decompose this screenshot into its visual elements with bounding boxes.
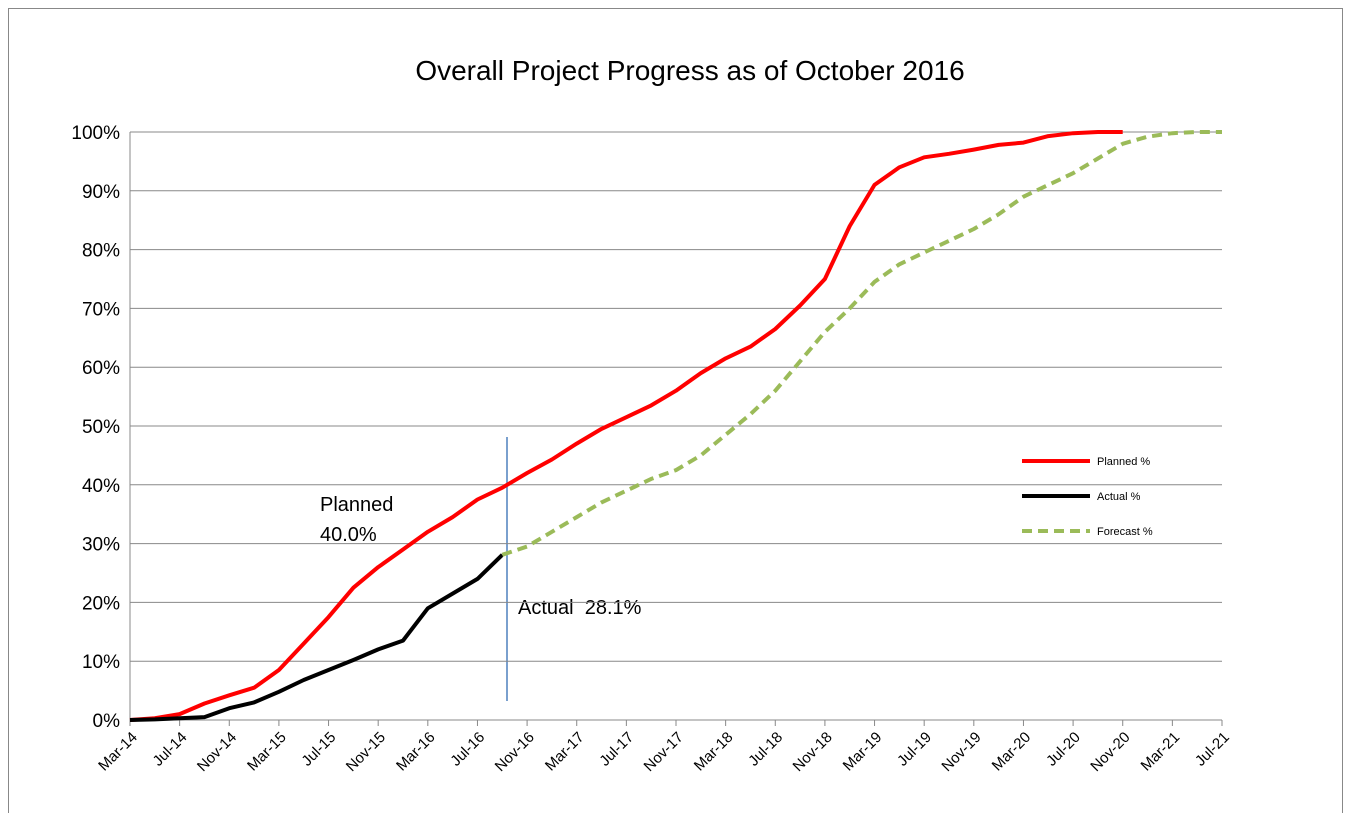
y-tick-label: 40% (82, 476, 120, 497)
series-line (129, 553, 504, 722)
chart-frame (8, 8, 1343, 813)
y-tick-label: 70% (82, 299, 120, 320)
y-tick-label: 0% (93, 711, 121, 732)
series-line (501, 130, 1222, 557)
annotation: Actual 28.1% (518, 597, 642, 619)
legend-label: Planned % (1097, 456, 1150, 468)
y-tick-label: 50% (82, 417, 120, 438)
y-tick-label: 20% (82, 593, 120, 614)
y-tick-label: 100% (71, 123, 120, 144)
legend-label: Actual % (1097, 491, 1141, 503)
y-tick-label: 60% (82, 358, 120, 379)
annotation: Planned (320, 494, 393, 516)
legend-label: Forecast % (1097, 526, 1153, 538)
series-line (129, 130, 1123, 722)
y-tick-label: 80% (82, 241, 120, 262)
y-tick-label: 10% (82, 652, 120, 673)
y-tick-label: 30% (82, 535, 120, 556)
chart-title: Overall Project Progress as of October 2… (415, 55, 964, 86)
annotation: 40.0% (320, 524, 377, 546)
y-tick-label: 90% (82, 182, 120, 203)
